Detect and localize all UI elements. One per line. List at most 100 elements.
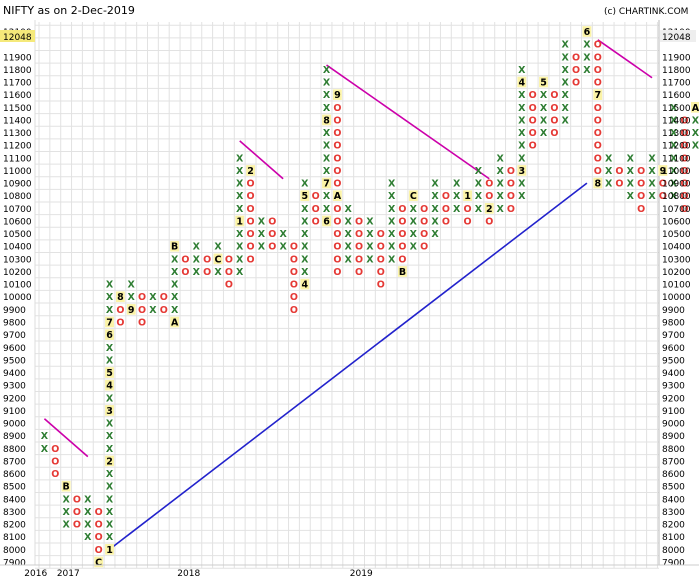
y-tick-label-left: 8000 [3,546,26,556]
x-box: X [388,191,396,202]
y-tick-label-right: 10100 [662,281,691,291]
o-box: O [355,267,363,278]
y-tick-label-left: 9100 [3,407,26,417]
month-marker: C [410,191,417,202]
x-box: X [323,103,331,114]
o-box: O [333,128,341,139]
o-box: O [377,267,385,278]
o-box: O [355,254,363,265]
chart-marks: XXOOOXXXBOOOXXXXCOOOO1XXXXXX2XXX3X45XX67… [41,26,699,568]
x-box: X [106,431,114,442]
o-box: O [160,305,168,316]
x-box: X [670,191,678,202]
x-box: X [562,40,570,51]
x-box: X [62,494,70,505]
o-box: O [247,179,255,190]
o-box: O [659,179,667,190]
x-box: X [149,305,157,316]
x-box: X [605,153,613,164]
o-box: O [116,305,124,316]
x-box: X [301,267,309,278]
y-tick-label-right: 8400 [662,495,685,505]
y-tick-label-left: 10600 [3,217,32,227]
y-tick-label-right: 11400 [662,116,691,126]
x-box: X [388,242,396,253]
x-box: X [518,128,526,139]
x-axis: 2016 2017 2018 2019 [0,564,699,579]
o-box: O [398,204,406,215]
month-marker: 1 [236,216,243,227]
o-box: O [247,216,255,227]
month-marker-bg [105,544,114,555]
x-box: X [670,128,678,139]
y-tick-label-right: 10000 [662,293,691,303]
o-box: O [681,128,689,139]
o-box: O [659,191,667,202]
o-box: O [355,242,363,253]
o-box: O [681,141,689,152]
o-box: O [615,166,623,177]
x-box: X [518,90,526,101]
month-marker-bg [170,240,180,252]
x-box: X [345,254,353,265]
x-box: X [84,532,92,543]
x-box: X [627,153,635,164]
x-box: X [670,153,678,164]
y-tick-label-left: 9200 [3,394,26,404]
x-box: X [670,179,678,190]
x-box: X [540,103,548,114]
x-box: X [41,431,49,442]
y-tick-label-left: 10800 [3,192,32,202]
last-price-box [0,30,35,42]
x-box: X [410,242,418,253]
y-tick-label-right: 10500 [662,230,691,240]
y-tick-label-right: 8600 [662,470,685,480]
y-tick-label-right: 10300 [662,255,691,265]
y-tick-label-left: 9700 [3,331,26,341]
o-box: O [420,229,428,240]
x-box: X [518,65,526,76]
x-box: X [431,216,439,227]
x-box: X [627,166,635,177]
y-tick-label-left: 8600 [3,470,26,480]
month-marker-bg [408,190,418,202]
x-box: X [670,103,678,114]
o-box: O [398,254,406,265]
x-box: X [648,166,656,177]
o-box: O [290,280,298,291]
y-tick-label-left: 7900 [3,558,26,568]
x-box: X [323,90,331,101]
x-box: X [62,507,70,518]
resistance-trendline [597,39,653,79]
x-box: X [323,153,331,164]
x-box: X [648,191,656,202]
x-box: X [388,204,396,215]
o-box: O [73,507,81,518]
month-marker-bg [246,165,255,176]
month-marker: 2 [486,204,493,215]
o-box: O [572,52,580,63]
o-box: O [594,40,602,51]
o-box: O [594,166,602,177]
y-axis: 7900 7900 8000 8000 8100 8100 8200 8200 8300 8300… [3,28,691,568]
month-marker: 7 [106,318,113,329]
o-box: O [290,305,298,316]
x-box: X [692,115,699,126]
x-box: X [323,204,331,215]
y-tick-label-right: 11100 [662,154,691,164]
x-box: X [214,267,222,278]
o-box: O [485,179,493,190]
y-tick-label-left: 9900 [3,306,26,316]
x-box: X [692,128,699,139]
x-box: X [106,507,114,518]
o-box: O [333,204,341,215]
y-tick-label-left: 9800 [3,319,26,329]
month-marker: 8 [594,179,601,190]
x-box: X [236,204,244,215]
o-box: O [181,254,189,265]
x-box: X [605,179,613,190]
y-tick-label-left: 11300 [3,129,32,139]
y-tick-label-left: 8200 [3,521,26,531]
month-marker: B [399,267,406,278]
y-tick-label-right: 7900 [662,558,685,568]
